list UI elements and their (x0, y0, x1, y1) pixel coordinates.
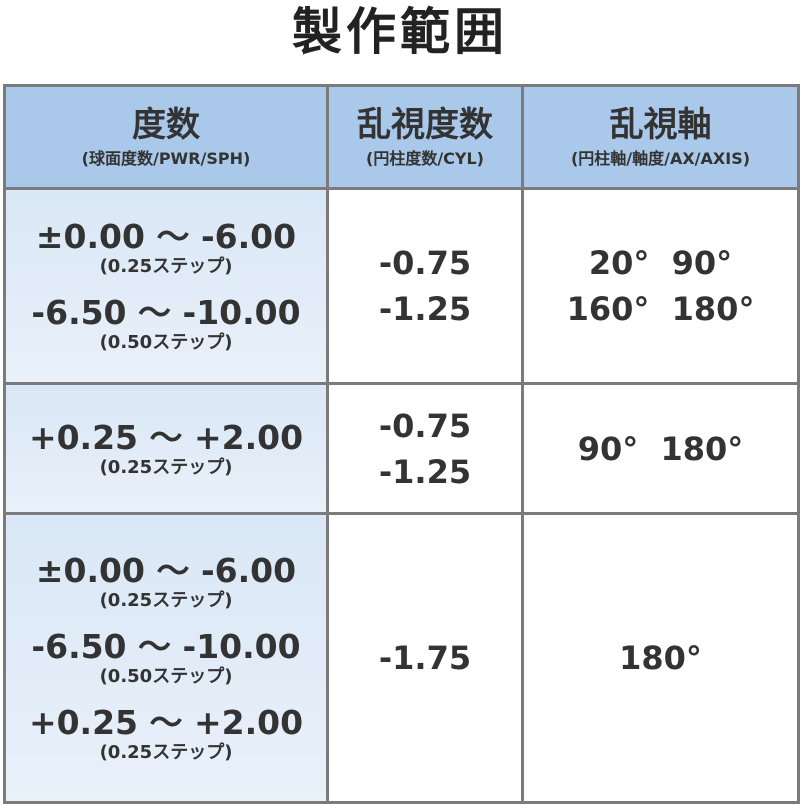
sph-range: -6.50 ～ -10.00 (31, 293, 301, 332)
header-sub: (円柱度数/CYL) (366, 149, 484, 168)
sph-range: -6.50 ～ -10.00 (31, 627, 301, 666)
sph-step: (0.50ステップ) (99, 666, 233, 687)
header-axis: 乱視軸 (円柱軸/軸度/AX/AXIS) (521, 84, 800, 190)
header-sub: (球面度数/PWR/SPH) (81, 149, 251, 168)
page-title: 製作範囲 (292, 3, 508, 61)
sph-step: (0.25ステップ) (99, 590, 233, 611)
cyl-cell: -0.75 -1.25 (326, 382, 524, 515)
table-header-row: 度数 (球面度数/PWR/SPH) 乱視度数 (円柱度数/CYL) 乱視軸 (円柱軸/… (3, 84, 800, 190)
sph-cell: ±0.00 ～ -6.00 (0.25ステップ) -6.50 ～ -10.00 … (3, 512, 329, 804)
axis-value: 180° (619, 639, 702, 677)
cyl-value: -0.75 (378, 244, 472, 282)
cyl-value: -1.75 (378, 639, 472, 677)
header-sph: 度数 (球面度数/PWR/SPH) (3, 84, 329, 190)
axis-value: 20° 90° (588, 244, 733, 282)
sph-step: (0.50ステップ) (99, 332, 233, 353)
header-cyl: 乱視度数 (円柱度数/CYL) (326, 84, 524, 190)
sph-step: (0.25ステップ) (99, 742, 233, 763)
cyl-value: -1.25 (378, 452, 472, 491)
axis-value: 160° 180° (566, 290, 755, 328)
header-main: 乱視軸 (609, 105, 712, 145)
production-range-table: 度数 (球面度数/PWR/SPH) 乱視度数 (円柱度数/CYL) 乱視軸 (円柱軸/… (3, 84, 800, 804)
table-row: ±0.00 ～ -6.00 (0.25ステップ) -6.50 ～ -10.00 … (3, 187, 800, 385)
axis-cell: 20° 90° 160° 180° (521, 187, 800, 385)
cyl-value: -1.25 (378, 290, 472, 328)
header-sub: (円柱軸/軸度/AX/AXIS) (570, 149, 751, 168)
sph-step: (0.25ステップ) (99, 456, 233, 478)
cyl-value: -0.75 (378, 406, 472, 445)
sph-range: +0.25 ～ +2.00 (28, 703, 304, 742)
sph-range: +0.25 ～ +2.00 (28, 417, 304, 457)
sph-range: ±0.00 ～ -6.00 (35, 551, 297, 590)
table-row: ±0.00 ～ -6.00 (0.25ステップ) -6.50 ～ -10.00 … (3, 512, 800, 804)
sph-step: (0.25ステップ) (99, 256, 233, 277)
header-main: 乱視度数 (357, 105, 493, 145)
cyl-cell: -0.75 -1.25 (326, 187, 524, 385)
axis-value: 90° 180° (577, 429, 744, 468)
axis-cell: 180° (521, 512, 800, 804)
table-row: +0.25 ～ +2.00 (0.25ステップ) -0.75 -1.25 90°… (3, 382, 800, 515)
sph-cell: ±0.00 ～ -6.00 (0.25ステップ) -6.50 ～ -10.00 … (3, 187, 329, 385)
sph-range: ±0.00 ～ -6.00 (35, 217, 297, 256)
header-main: 度数 (132, 105, 200, 145)
sph-cell: +0.25 ～ +2.00 (0.25ステップ) (3, 382, 329, 515)
axis-cell: 90° 180° (521, 382, 800, 515)
cyl-cell: -1.75 (326, 512, 524, 804)
